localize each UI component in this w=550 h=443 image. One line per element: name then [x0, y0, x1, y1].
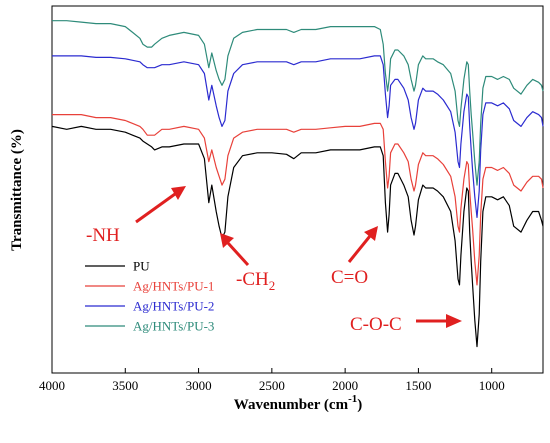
series-line-1 — [51, 125, 544, 348]
annotations: -NH -CH2 C=O C-O-C — [86, 186, 462, 335]
x-tick-label: 1000 — [479, 378, 505, 393]
annotation-nh: -NH — [86, 225, 120, 246]
x-axis-title: Wavenumber (cm-1) — [234, 393, 362, 413]
series-line-4 — [52, 20, 544, 186]
legend-label: Ag/HNTs/PU-3 — [133, 319, 214, 334]
arrow-ch2 — [220, 233, 250, 267]
x-tick-label: 1500 — [405, 378, 431, 393]
series-line-3 — [52, 55, 544, 218]
annotation-c-o: C=O — [331, 267, 368, 288]
annotation-c-o-c: C-O-C — [350, 314, 402, 335]
annotation-ch2: -CH2 — [236, 269, 275, 293]
x-tick-label: 2500 — [259, 378, 285, 393]
legend: PU Ag/HNTs/PU-1 Ag/HNTs/PU-2 Ag/HNTs/PU-3 — [85, 259, 214, 334]
legend-label: Ag/HNTs/PU-2 — [133, 299, 214, 314]
arrow-c-o — [347, 226, 378, 263]
arrow-nh — [135, 186, 186, 224]
legend-label: Ag/HNTs/PU-1 — [133, 279, 214, 294]
arrow-c-o-c — [416, 314, 462, 328]
legend-label: PU — [133, 259, 150, 274]
x-tick-label: 3000 — [186, 378, 212, 393]
y-axis-title: Transmittance (%) — [9, 129, 25, 251]
series-line-2 — [52, 114, 544, 286]
x-tick-label: 2000 — [332, 378, 358, 393]
plot-frame — [51, 5, 544, 374]
x-axis-ticks: 4000 3500 3000 2500 2000 1500 1000 — [39, 368, 505, 393]
series-layer — [51, 20, 544, 348]
x-tick-label: 3500 — [112, 378, 138, 393]
x-tick-label: 4000 — [39, 378, 65, 393]
